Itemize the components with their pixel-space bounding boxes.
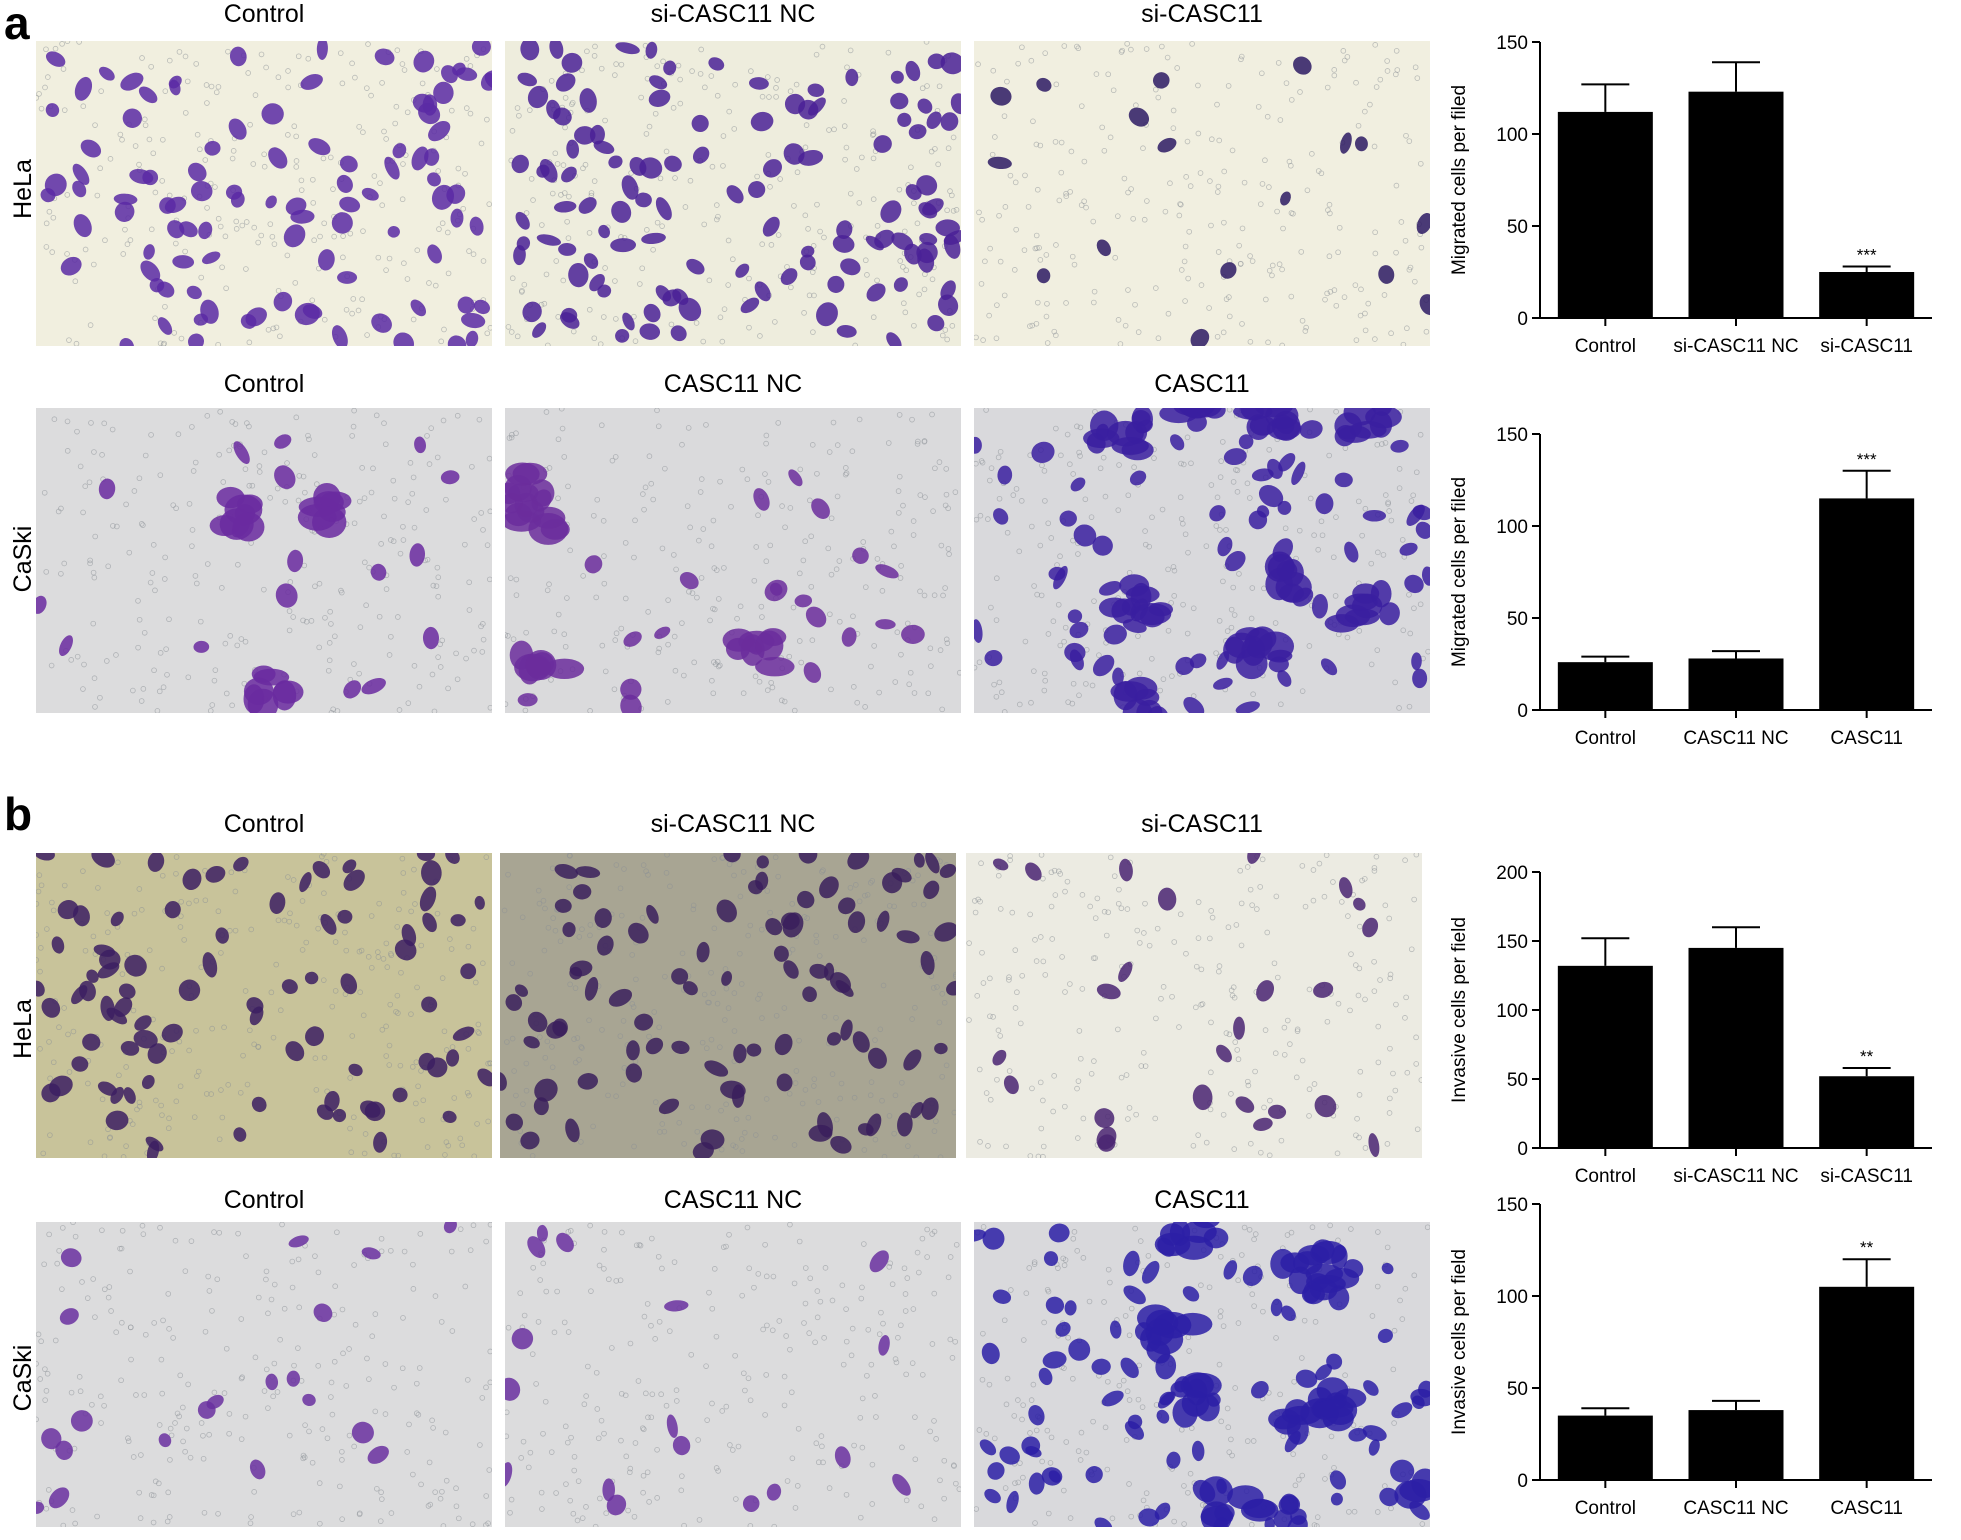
y-tick-label: 100: [1496, 517, 1528, 538]
x-tick-label: Control: [1575, 1498, 1636, 1519]
micrograph-b-hela-control: [36, 853, 492, 1158]
x-tick-label: si-CASC11 NC: [1673, 336, 1798, 357]
bar: [1688, 658, 1784, 710]
x-tick-label: CASC11 NC: [1683, 728, 1788, 749]
chart-svg: 0 50 100 150 200 Control si-CASC11 NC ** si-CASC…: [1449, 863, 1932, 1187]
y-tick-label: 150: [1496, 425, 1528, 446]
y-axis-label: Migrated cells per filed: [1449, 477, 1470, 667]
x-tick-label: si-CASC11: [1820, 336, 1913, 357]
micrograph-a-hela-si: [974, 41, 1430, 346]
bar: [1819, 498, 1915, 710]
y-tick-label: 0: [1517, 1139, 1528, 1160]
column-title-b1-control: Control: [223, 810, 305, 838]
row-label-b-caski: CaSki: [9, 1344, 37, 1412]
y-tick-label: 150: [1496, 1195, 1528, 1216]
bar: [1819, 272, 1915, 318]
panel-letter-b: b: [4, 788, 33, 840]
y-axis-label: Invasive cells per field: [1449, 1249, 1470, 1435]
micrograph-b-caski-nc: [505, 1222, 961, 1527]
chart-svg: 0 50 100 150 Control si-CASC11 NC *** si-CASC11…: [1449, 33, 1932, 357]
panel-letter-a: a: [4, 0, 30, 49]
bar: [1688, 947, 1784, 1148]
bar: [1557, 111, 1653, 318]
column-title-b1-si: si-CASC11: [1141, 810, 1263, 838]
column-title-b2-casc11: CASC11: [1154, 1186, 1250, 1214]
row-label-a-caski: CaSki: [9, 525, 37, 593]
bar: [1557, 1415, 1653, 1480]
column-title-a1-control: Control: [223, 0, 305, 28]
column-title-b1-si-nc: si-CASC11 NC: [650, 810, 816, 838]
micrograph-b-caski-casc11: [974, 1222, 1430, 1527]
y-axis-label: Invasive cells per field: [1449, 917, 1470, 1103]
x-tick-label: si-CASC11 NC: [1673, 1166, 1798, 1187]
column-title-a2-casc11: CASC11: [1154, 370, 1250, 398]
y-tick-label: 50: [1507, 1070, 1528, 1091]
micrograph-a-hela-control: [36, 41, 492, 346]
bar-chart-b-caski-invasion: 0 50 100 150 Control CASC11 NC ** CASC11 Invasiv…: [1445, 1170, 1961, 1540]
micrograph-b-caski-control: [36, 1222, 492, 1527]
significance-label: **: [1860, 1047, 1874, 1066]
bar: [1819, 1076, 1915, 1148]
chart-svg: 0 50 100 150 Control CASC11 NC ** CASC11 Invasiv…: [1449, 1195, 1932, 1519]
significance-label: **: [1860, 1238, 1874, 1257]
column-title-b2-control: Control: [223, 1186, 305, 1214]
micrograph-a-caski-nc: [505, 408, 961, 713]
y-tick-label: 100: [1496, 1001, 1528, 1022]
micrograph-a-caski-control: [36, 408, 492, 713]
micrograph-a-caski-casc11: [974, 408, 1430, 713]
y-tick-label: 0: [1517, 1471, 1528, 1492]
y-tick-label: 50: [1507, 1379, 1528, 1400]
y-tick-label: 0: [1517, 309, 1528, 330]
bar-chart-a-caski-migration: 0 50 100 150 Control CASC11 NC *** CASC11 Migrat…: [1445, 400, 1961, 770]
bar: [1688, 91, 1784, 319]
significance-label: ***: [1857, 450, 1877, 469]
x-tick-label: si-CASC11: [1820, 1166, 1913, 1187]
column-title-a1-si-nc: si-CASC11 NC: [650, 0, 816, 28]
bar-chart-a-hela-migration: 0 50 100 150 Control si-CASC11 NC *** si-CASC11…: [1445, 8, 1961, 378]
micrograph-a-hela-si-nc: [505, 41, 961, 346]
bar: [1557, 662, 1653, 710]
y-tick-label: 0: [1517, 701, 1528, 722]
bar-chart-b-hela-invasion: 0 50 100 150 200 Control si-CASC11 NC ** si-CASC…: [1445, 838, 1961, 1208]
row-label-b-hela: HeLa: [9, 999, 37, 1059]
y-tick-label: 150: [1496, 33, 1528, 54]
y-axis-label: Migrated cells per filed: [1449, 85, 1470, 275]
column-title-a1-si: si-CASC11: [1141, 0, 1263, 28]
micrograph-b-hela-si-nc: [500, 853, 956, 1158]
bar: [1688, 1410, 1784, 1480]
x-tick-label: CASC11: [1830, 728, 1903, 749]
y-tick-label: 100: [1496, 1287, 1528, 1308]
x-tick-label: Control: [1575, 336, 1636, 357]
y-tick-label: 100: [1496, 125, 1528, 146]
y-tick-label: 200: [1496, 863, 1528, 884]
column-title-b2-nc: CASC11 NC: [663, 1186, 803, 1214]
row-label-a-hela: HeLa: [9, 159, 37, 219]
y-tick-label: 50: [1507, 609, 1528, 630]
bar: [1557, 965, 1653, 1148]
y-tick-label: 50: [1507, 217, 1528, 238]
bar: [1819, 1286, 1915, 1480]
micrograph-b-hela-si: [966, 853, 1422, 1158]
x-tick-label: Control: [1575, 1166, 1636, 1187]
column-title-a2-nc: CASC11 NC: [663, 370, 803, 398]
x-tick-label: CASC11 NC: [1683, 1498, 1788, 1519]
x-tick-label: Control: [1575, 728, 1636, 749]
significance-label: ***: [1857, 245, 1877, 264]
chart-svg: 0 50 100 150 Control CASC11 NC *** CASC11 Migrat…: [1449, 425, 1932, 749]
y-tick-label: 150: [1496, 932, 1528, 953]
column-title-a2-control: Control: [223, 370, 305, 398]
x-tick-label: CASC11: [1830, 1498, 1903, 1519]
